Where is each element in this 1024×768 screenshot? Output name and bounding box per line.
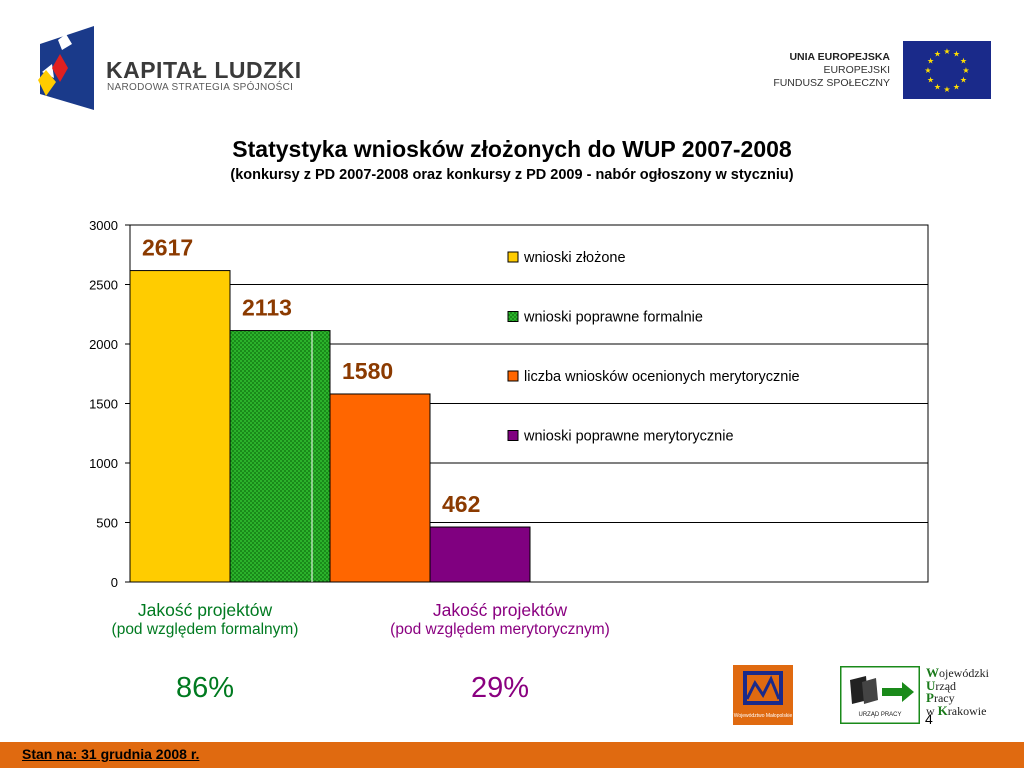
caption-formal-line1: Jakość projektów <box>137 600 273 620</box>
bar-1 <box>129 270 231 583</box>
chart-title: Statystyka wniosków złożonych do WUP 200… <box>232 136 792 162</box>
eu-star-icon: ★ <box>953 82 960 91</box>
percent-merit: 29% <box>470 672 530 704</box>
kapital-ludzki-logo <box>38 26 94 110</box>
eu-star-icon: ★ <box>943 47 950 56</box>
y-tick-label: 2500 <box>89 278 118 293</box>
legend-swatch-1 <box>507 251 519 263</box>
y-tick-label: 3000 <box>89 218 118 233</box>
wup-logo-text: URZĄD PRACY <box>858 712 901 718</box>
eu-star-icon: ★ <box>943 85 950 94</box>
bar-chart: 2617 2113 1580 462 0 500 1000 1500 2000 2500 3000… <box>89 218 929 590</box>
caption-formal: Jakość projektów (pod względem formalnym… <box>60 600 350 639</box>
wup-name: Wojewódzki Urząd Pracy w Krakowie <box>926 665 989 718</box>
data-label-4: 462 <box>442 491 480 517</box>
wup-line-2: Urząd <box>926 677 957 693</box>
wup-line-2-text: rząd <box>935 678 957 693</box>
kapital-ludzki-title: KAPITAŁ LUDZKI <box>106 57 302 83</box>
malopolska-logo: Województwo Małopolskie <box>733 665 793 725</box>
eu-star-icon: ★ <box>924 66 931 75</box>
wup-logo: URZĄD PRACY <box>840 666 920 724</box>
wup-line-1: Wojewódzki <box>926 665 989 680</box>
footer-date: Stan na: 31 grudnia 2008 r. <box>22 746 200 762</box>
percent-formal: 86% <box>175 672 235 704</box>
eu-flag-icon: ★ ★★★★★★★★★★★ <box>903 41 991 99</box>
eu-text: UNIA EUROPEJSKA EUROPEJSKI FUNDUSZ SPOŁE… <box>730 51 890 90</box>
eu-star-icon: ★ <box>960 76 967 85</box>
data-label-3: 1580 <box>342 358 393 384</box>
legend-label-3: liczba wniosków ocenionych merytorycznie <box>524 369 800 385</box>
bar-4 <box>429 526 531 583</box>
legend-swatch-3 <box>507 370 519 382</box>
eu-star-icon: ★ <box>927 57 934 66</box>
legend-swatch-2 <box>507 311 519 322</box>
y-tick-label: 2000 <box>89 337 118 352</box>
eu-star-icon: ★ <box>934 82 941 91</box>
eu-star-icon: ★ <box>960 57 967 66</box>
y-tick-label: 1500 <box>89 397 118 412</box>
caption-formal-line2: (pod względem formalnym) <box>111 621 299 638</box>
page-number: 4 <box>925 711 933 727</box>
malopolska-text: Województwo Małopolskie <box>734 713 793 719</box>
bar-3 <box>329 393 431 583</box>
legend-label-1: wnioski złożone <box>523 250 626 266</box>
y-tick-label: 1000 <box>89 456 118 471</box>
chart-subtitle: (konkursy z PD 2007-2008 oraz konkursy z… <box>230 167 794 183</box>
legend-label-2: wnioski poprawne formalnie <box>523 310 703 326</box>
eu-line-3: FUNDUSZ SPOŁECZNY <box>773 77 890 89</box>
caption-merit-line2: (pod względem merytorycznym) <box>390 621 610 638</box>
eu-star-icon: ★ <box>934 50 941 59</box>
wup-line-3-text: racy <box>933 691 955 705</box>
eu-star-icon: ★ <box>953 50 960 59</box>
eu-star-icon: ★ <box>927 76 934 85</box>
caption-merit-line1: Jakość projektów <box>432 600 568 620</box>
wup-line-3: Pracy <box>926 690 955 705</box>
kapital-ludzki-subtitle: NARODOWA STRATEGIA SPÓJNOŚCI <box>107 82 294 93</box>
footer-bar <box>0 742 1024 768</box>
data-label-2: 2113 <box>242 295 292 321</box>
eu-line-2: EUROPEJSKI <box>823 64 890 76</box>
bar-2 <box>229 330 331 583</box>
eu-star-icon: ★ <box>962 66 969 75</box>
legend-label-4: wnioski poprawne merytorycznie <box>523 429 734 445</box>
wup-line-4-text: w Krakowie <box>926 702 987 718</box>
wup-line-4: w Krakowie <box>926 702 989 718</box>
data-label-1: 2617 <box>142 235 193 261</box>
y-tick-label: 0 <box>111 575 118 590</box>
wup-line-1-text: ojewódzki <box>939 666 989 680</box>
eu-line-1: UNIA EUROPEJSKA <box>789 51 890 63</box>
legend-swatch-4 <box>507 430 519 441</box>
caption-merit: Jakość projektów (pod względem merytoryc… <box>345 600 655 639</box>
y-tick-label: 500 <box>96 516 118 531</box>
